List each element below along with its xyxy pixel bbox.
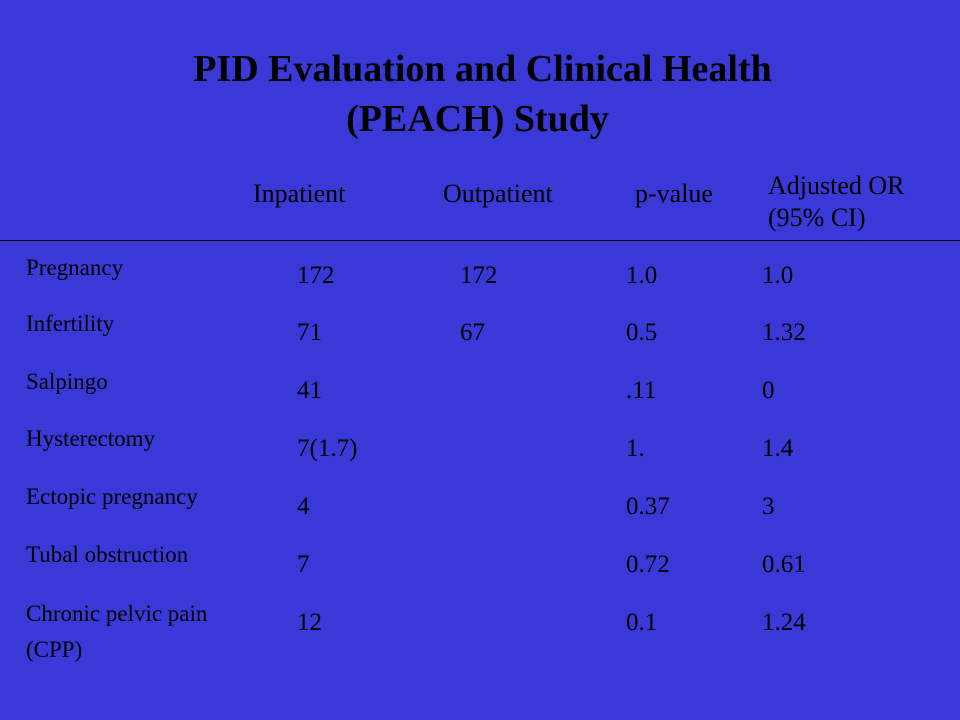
cell-pregnancy-outpatient: 172 [460, 262, 498, 289]
header-divider [0, 240, 960, 241]
column-header-p-value: p-value [635, 179, 713, 208]
adjusted-or-header-line-2: (95% CI) [768, 203, 866, 232]
cell-salpingo-p-value: .11 [626, 377, 657, 404]
row-label-salpingo: Salpingo [26, 369, 108, 394]
cell-infertility-outpatient: 67 [460, 319, 485, 346]
column-header-outpatient: Outpatient [443, 179, 553, 208]
cell-tubal-obstruction-inpatient: 7 [297, 551, 310, 578]
column-header-inpatient: Inpatient [253, 179, 346, 208]
cell-salpingo-inpatient: 41 [297, 377, 322, 404]
slide-title: PID Evaluation and Clinical Health (PEAC… [0, 44, 960, 144]
cell-infertility-p-value: 0.5 [626, 319, 658, 346]
cell-chronic-pelvic-pain-inpatient: 12 [297, 609, 322, 636]
cell-pregnancy-p-value: 1.0 [626, 262, 658, 289]
cell-chronic-pelvic-pain-adjusted-or: 1.24 [762, 609, 806, 636]
cell-tubal-obstruction-p-value: 0.72 [626, 551, 670, 578]
cell-hysterectomy-adjusted-or: 1.4 [762, 435, 794, 462]
cell-infertility-inpatient: 71 [297, 319, 322, 346]
cell-chronic-pelvic-pain-p-value: 0.1 [626, 609, 658, 636]
row-label-chronic-pelvic-pain-line-2: (CPP) [26, 637, 83, 662]
cell-pregnancy-inpatient: 172 [297, 262, 335, 289]
row-label-chronic-pelvic-pain: Chronic pelvic pain (CPP) [26, 596, 207, 668]
row-label-pregnancy: Pregnancy [26, 255, 124, 280]
cell-hysterectomy-p-value: 1. [626, 435, 645, 462]
adjusted-or-header-line-1: Adjusted OR [768, 171, 905, 200]
title-line-2: (PEACH) Study [346, 98, 609, 140]
row-label-hysterectomy: Hysterectomy [26, 426, 156, 451]
cell-pregnancy-adjusted-or: 1.0 [762, 262, 794, 289]
title-line-1: PID Evaluation and Clinical Health [193, 48, 772, 90]
row-label-ectopic-pregnancy: Ectopic pregnancy [26, 484, 198, 509]
cell-tubal-obstruction-adjusted-or: 0.61 [762, 551, 806, 578]
cell-ectopic-pregnancy-inpatient: 4 [297, 493, 310, 520]
cell-hysterectomy-inpatient: 7(1.7) [297, 435, 358, 462]
row-label-chronic-pelvic-pain-line-1: Chronic pelvic pain [26, 601, 208, 626]
column-header-adjusted-or: Adjusted OR (95% CI) [768, 170, 905, 234]
cell-salpingo-adjusted-or: 0 [762, 377, 775, 404]
row-label-infertility: Infertility [26, 311, 115, 336]
cell-ectopic-pregnancy-p-value: 0.37 [626, 493, 670, 520]
cell-ectopic-pregnancy-adjusted-or: 3 [762, 493, 775, 520]
cell-infertility-adjusted-or: 1.32 [762, 319, 806, 346]
row-label-tubal-obstruction: Tubal obstruction [26, 542, 189, 567]
